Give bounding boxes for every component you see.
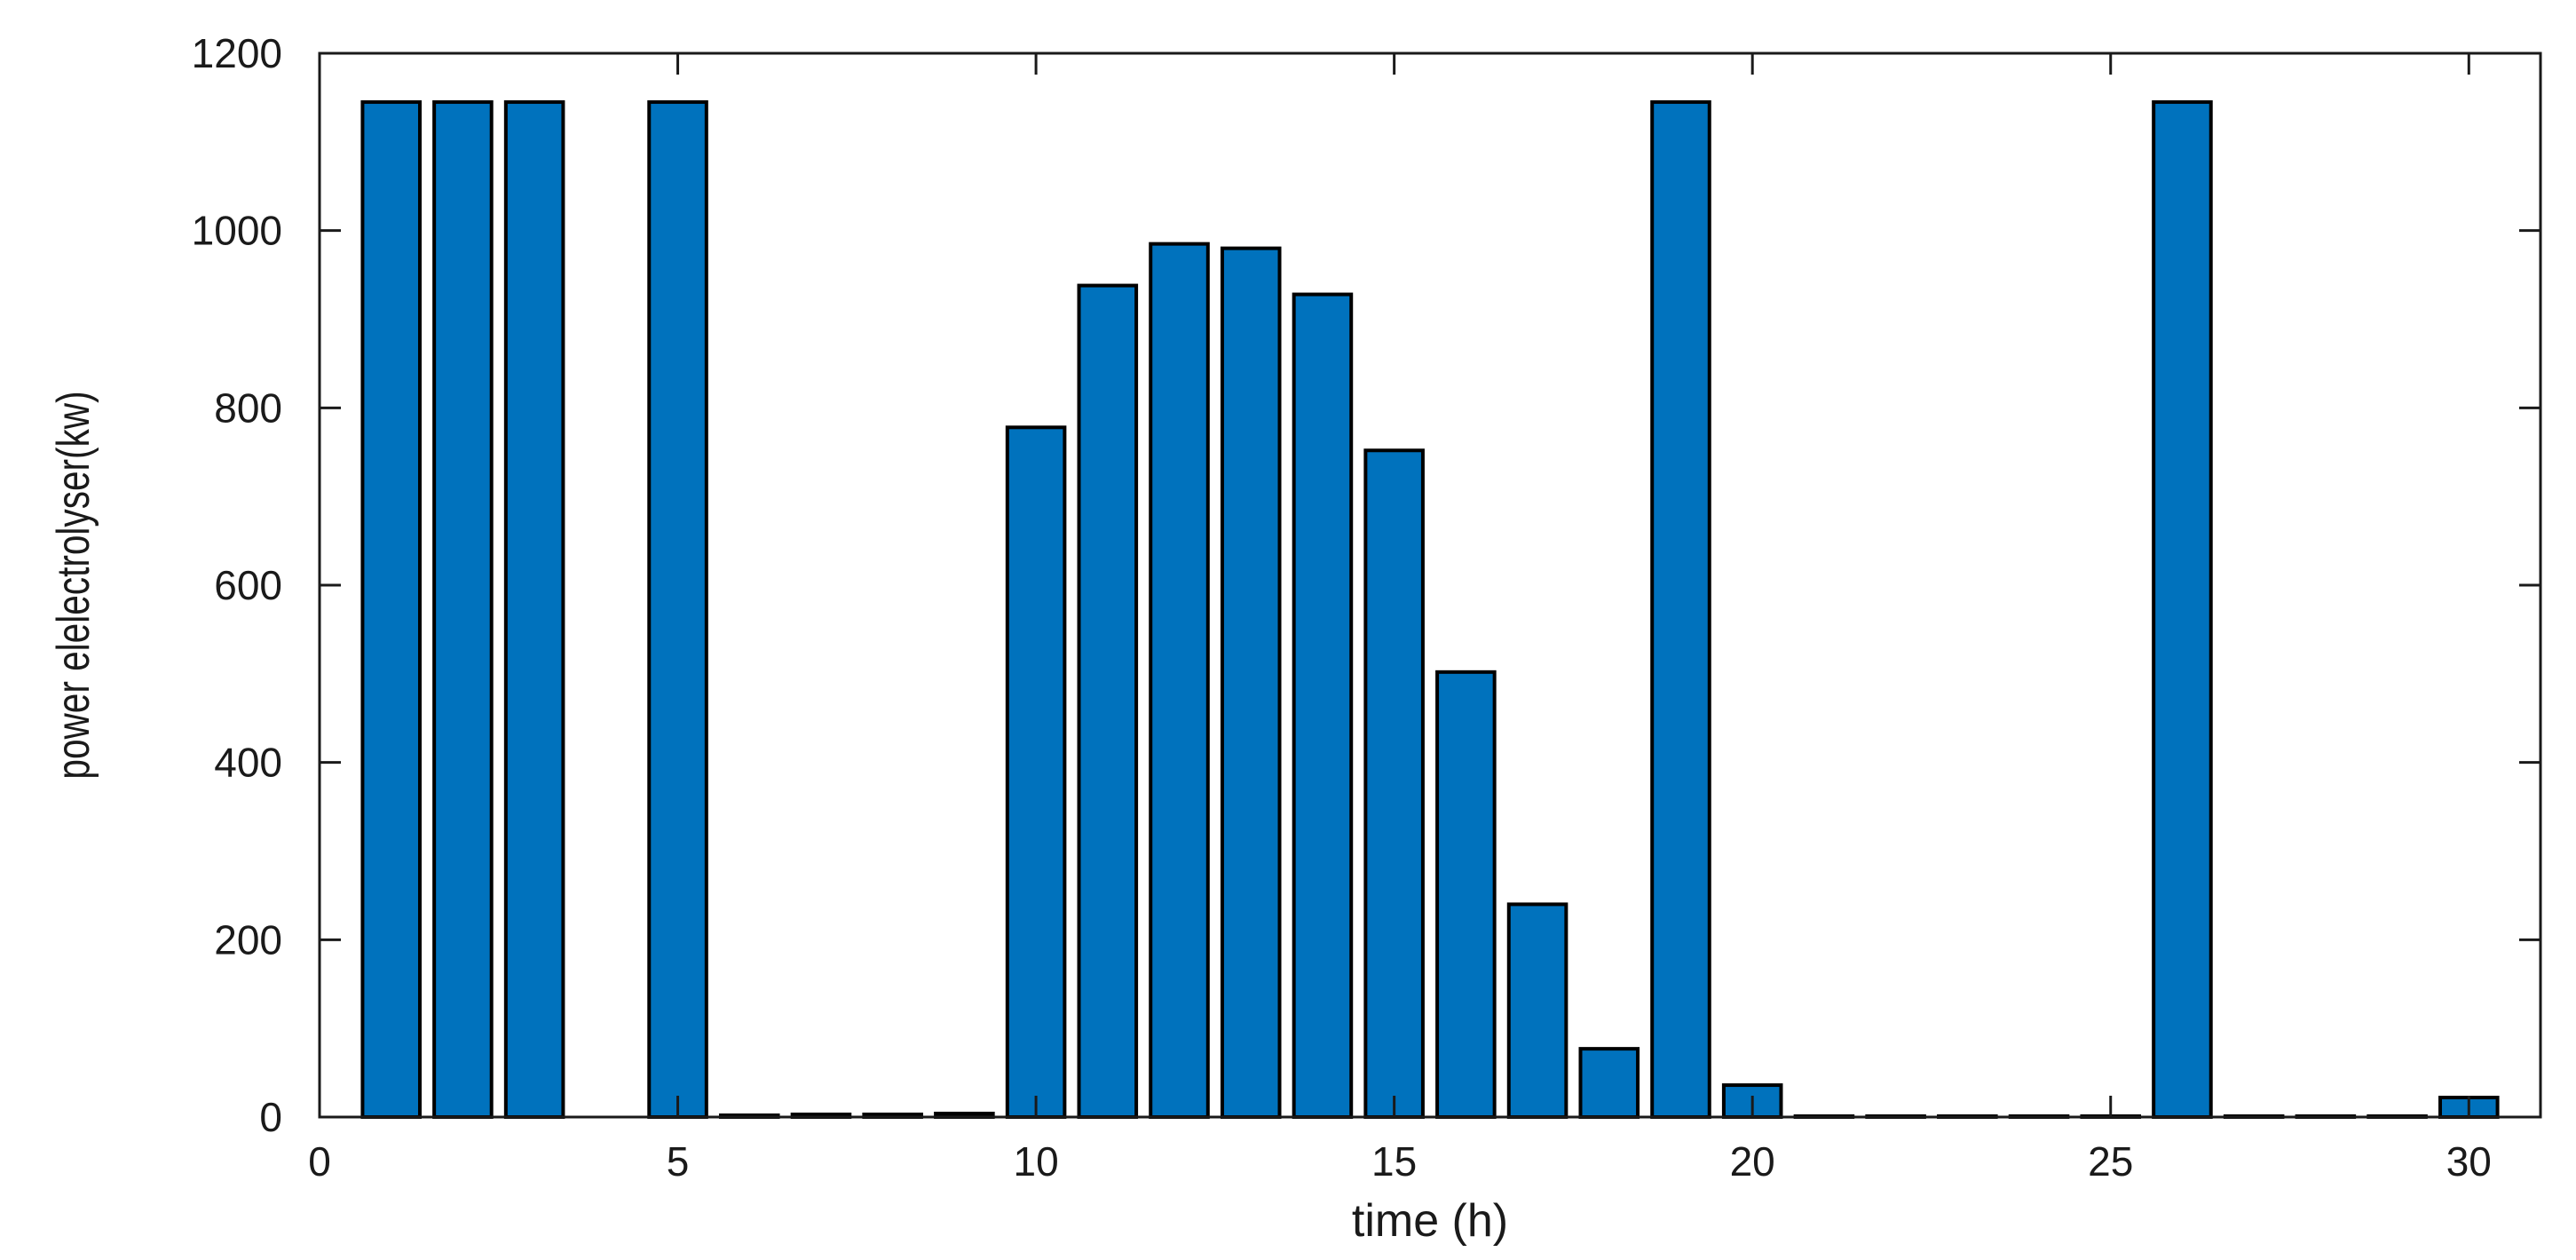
y-tick-label-0: 0	[259, 1094, 282, 1140]
bar-11	[1077, 283, 1139, 1119]
y-tick-label-1000: 1000	[192, 208, 282, 254]
bar-15	[1363, 448, 1425, 1119]
x-tick-label-20: 20	[1730, 1138, 1775, 1185]
bar-19	[1650, 99, 1711, 1120]
bar-26	[2152, 99, 2213, 1120]
bars-group	[360, 99, 2500, 1120]
y-axis-label: power elelectrolyser(kw)	[47, 391, 99, 779]
bar-12	[1149, 242, 1210, 1119]
y-axis: 0 200 400 600 800 1000 1200	[192, 30, 2540, 1140]
bar-3	[503, 99, 565, 1120]
y-tick-label-1200: 1200	[192, 30, 282, 76]
x-tick-label-5: 5	[667, 1138, 690, 1185]
y-tick-label-600: 600	[214, 562, 282, 608]
bar-14	[1292, 292, 1354, 1119]
bar-10	[1005, 425, 1067, 1119]
y-tick-label-200: 200	[214, 916, 282, 963]
bar-13	[1220, 246, 1282, 1119]
x-tick-label-0: 0	[308, 1138, 331, 1185]
x-tick-label-15: 15	[1371, 1138, 1417, 1185]
y-tick-label-800: 800	[214, 384, 282, 431]
bar-16	[1435, 670, 1497, 1119]
bar-1	[360, 99, 422, 1120]
bar-2	[432, 99, 494, 1120]
x-axis-label: time (h)	[1352, 1195, 1508, 1247]
x-tick-label-10: 10	[1014, 1138, 1059, 1185]
x-axis: 0 5 10 15 20 25 30	[308, 53, 2492, 1185]
bar-5	[647, 99, 708, 1120]
bar-17	[1506, 902, 1569, 1120]
x-tick-label-30: 30	[2446, 1138, 2492, 1185]
x-tick-label-25: 25	[2088, 1138, 2133, 1185]
y-tick-label-400: 400	[214, 740, 282, 786]
bar-18	[1578, 1047, 1640, 1119]
